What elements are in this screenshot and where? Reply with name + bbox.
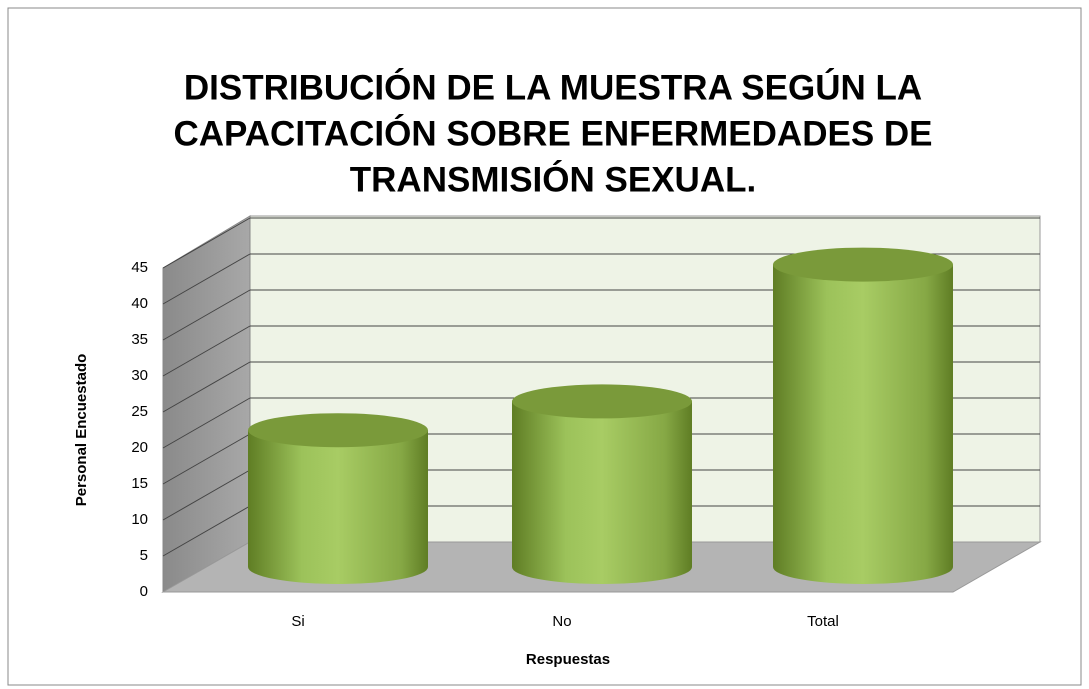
y-tick-label: 45: [131, 259, 148, 276]
x-tick-label: Si: [291, 613, 304, 630]
x-tick-label: No: [552, 613, 571, 630]
title-line: TRANSMISIÓN SEXUAL.: [350, 159, 756, 199]
x-axis-title: Respuestas: [526, 651, 610, 668]
y-tick-label: 5: [140, 547, 148, 564]
y-tick-label: 35: [131, 331, 148, 348]
grid-line-side: [162, 433, 251, 485]
grid-line-side: [162, 505, 251, 557]
cylinder-top: [773, 247, 953, 282]
title-line: CAPACITACIÓN SOBRE ENFERMEDADES DE: [173, 113, 932, 153]
cylinder-body: [248, 430, 428, 584]
cylinder-top: [512, 384, 692, 419]
cylinder: [512, 384, 692, 584]
y-tick-label: 10: [131, 511, 148, 528]
y-tick-label: 15: [131, 475, 148, 492]
grid-line-side: [162, 397, 251, 449]
title-line: DISTRIBUCIÓN DE LA MUESTRA SEGÚN LA: [184, 67, 922, 107]
y-tick-label: 25: [131, 403, 148, 420]
grid-line-side: [162, 289, 251, 341]
cylinder-body: [512, 401, 692, 584]
x-tick-label: Total: [807, 613, 839, 630]
y-tick-label: 0: [140, 583, 148, 600]
grid-line-side: [162, 469, 251, 521]
grid-line-side: [162, 361, 251, 413]
y-tick-label: 20: [131, 439, 148, 456]
y-tick-label: 40: [131, 295, 148, 312]
cylinder: [773, 247, 953, 584]
grid-line-side: [162, 217, 251, 269]
grid-line-side: [162, 253, 251, 305]
y-axis-title: Personal Encuestado: [73, 354, 90, 507]
cylinder-top: [248, 413, 428, 448]
title: DISTRIBUCIÓN DE LA MUESTRA SEGÚN LA CAPAC…: [173, 67, 932, 199]
grid-line-side: [162, 325, 251, 377]
cylinder: [248, 413, 428, 584]
y-tick-label: 30: [131, 367, 148, 384]
cylinder-body: [773, 264, 953, 584]
